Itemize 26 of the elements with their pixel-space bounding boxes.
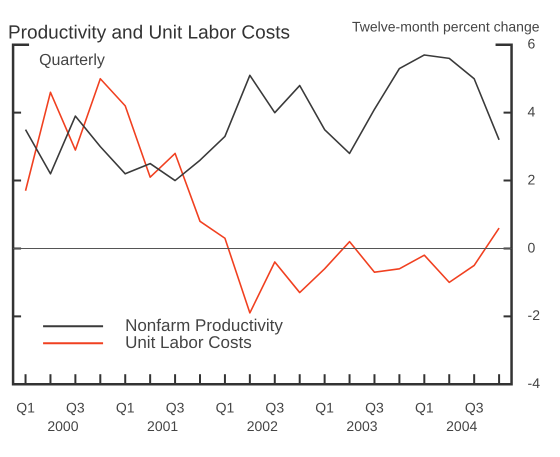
y-tick-label: 0 [528,239,536,256]
y-tick-label: 2 [528,171,536,188]
x-tick-label: Q1 [16,399,36,416]
text: 2000 [47,418,79,434]
annotation: Quarterly [39,52,105,70]
x-tick-label: Q3 [265,399,284,416]
x-tick-label: Q3 [464,399,484,416]
x-tick-label: Q1 [216,399,234,416]
y-tick-label: 6 [528,36,536,52]
legend-label: Unit Labor Costs [125,332,252,352]
y-tick-label: 4 [528,104,536,120]
text: 2001 [147,418,178,434]
x-tick-label: Q3 [166,399,185,416]
x-tick-label: Q1 [414,399,434,416]
x-tick-label: Q1 [315,399,334,416]
y-tick-label: -4 [528,375,540,392]
text: 2004 [446,418,478,434]
y-tick-label: -2 [528,307,540,324]
chart-title: Productivity and Unit Labor Costs [8,22,290,44]
text: 2002 [246,418,278,434]
x-tick-label: Q3 [66,399,85,416]
x-tick-label: Q1 [116,399,135,416]
y-axis-title: Twelve-month percent change [352,18,540,35]
x-tick-label: Q3 [365,399,384,416]
text: 2003 [346,418,378,434]
legend-label: Nonfarm Productivity [125,316,284,335]
